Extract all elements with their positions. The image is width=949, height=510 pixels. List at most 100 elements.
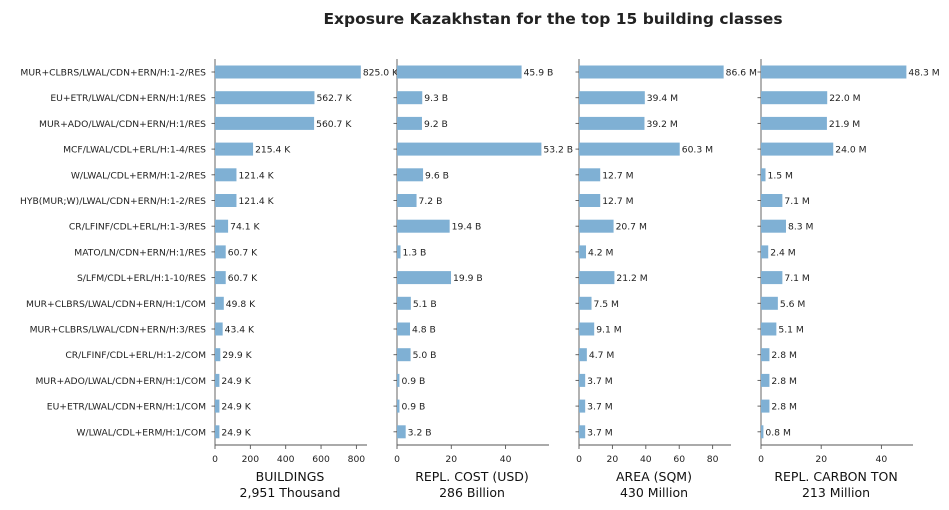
bar-value-label: 74.1 K [230, 222, 260, 233]
bar-value-label: 24.9 K [221, 402, 251, 413]
bar [579, 168, 601, 182]
bar [397, 322, 411, 336]
bar-value-label: 9.3 B [424, 93, 448, 104]
bar-value-label: 7.5 M [594, 299, 620, 310]
bar-value-label: 4.7 M [589, 350, 615, 361]
bar-value-label: 2.4 M [770, 247, 796, 258]
bar [761, 322, 777, 336]
bar-value-label: 24.9 K [221, 376, 251, 387]
bar-value-label: 48.3 M [908, 68, 939, 79]
bar [579, 194, 601, 207]
chart-title: Exposure Kazakhstan for the top 15 build… [323, 10, 782, 28]
bar [215, 168, 237, 182]
category-label: W/LWAL/CDL+ERM/H:1/COM [76, 427, 206, 438]
bar-value-label: 9.6 B [425, 170, 449, 181]
bar-value-label: 19.4 B [452, 222, 482, 233]
bar [579, 142, 680, 156]
bar-value-label: 3.7 M [587, 402, 613, 413]
bar-value-label: 12.7 M [602, 196, 633, 207]
category-label: MUR+ADO/LWAL/CDN+ERN/H:1/COM [35, 376, 206, 387]
bar [397, 168, 424, 182]
bar [397, 348, 411, 362]
panel-total: 213 Million [802, 485, 870, 500]
bar [579, 373, 586, 387]
bar [579, 399, 586, 413]
bar [397, 142, 542, 156]
bar [215, 65, 361, 79]
panels: MUR+CLBRS/LWAL/CDN+ERN/H:1-2/RES EU+ETR/L… [20, 59, 940, 500]
bar [215, 425, 220, 439]
panel-3: 86.6 M 39.4 M 39.2 M 60.3 M 12.7 M 12.7 M 20.7… [575, 59, 757, 500]
bar-value-label: 12.7 M [602, 170, 633, 181]
bar [761, 271, 783, 285]
bar [215, 271, 226, 285]
bar [579, 116, 645, 130]
bar-value-label: 39.4 M [647, 93, 678, 104]
x-tick-label: 0 [212, 454, 218, 465]
bar [397, 373, 400, 387]
bar [761, 65, 907, 79]
bar-value-label: 0.9 B [401, 376, 425, 387]
bar [579, 65, 724, 79]
x-tick-label: 60 [673, 454, 685, 465]
bar [397, 219, 450, 233]
bar-value-label: 86.6 M [726, 68, 757, 79]
bar [579, 296, 592, 310]
category-label: MUR+CLBRS/LWAL/CDN+ERN/H:1/COM [26, 299, 206, 310]
x-axis-label: REPL. COST (USD) [415, 469, 529, 484]
bar [579, 425, 586, 439]
x-tick-label: 800 [348, 454, 366, 465]
bar [579, 219, 614, 233]
bar [215, 116, 315, 130]
bar [397, 194, 417, 207]
bar [397, 425, 406, 439]
bar-value-label: 121.4 K [238, 170, 274, 181]
bar [397, 116, 422, 130]
bar-value-label: 7.1 M [784, 196, 810, 207]
bar [761, 399, 770, 413]
bar-value-label: 19.9 B [453, 273, 483, 284]
x-axis-label: BUILDINGS [256, 469, 325, 484]
bar [215, 296, 224, 310]
bar-value-label: 0.8 M [765, 427, 791, 438]
x-axis-label: REPL. CARBON TON [774, 469, 897, 484]
bar-value-label: 7.1 M [784, 273, 810, 284]
x-tick-label: 400 [277, 454, 295, 465]
bar-value-label: 20.7 M [616, 222, 647, 233]
bar-value-label: 5.1 M [778, 325, 804, 336]
bar-value-label: 4.2 M [588, 247, 614, 258]
bar-value-label: 121.4 K [238, 196, 274, 207]
panel-total: 286 Billion [439, 485, 505, 500]
bar-value-label: 43.4 K [225, 325, 255, 336]
bar-value-label: 2.8 M [771, 376, 797, 387]
bar-value-label: 2.8 M [771, 402, 797, 413]
bar [215, 219, 229, 233]
bar [761, 194, 783, 207]
category-label: CR/LFINF/CDL+ERL/H:1-2/COM [65, 350, 206, 361]
bar [761, 116, 827, 130]
bar-value-label: 3.7 M [587, 376, 613, 387]
category-label: MUR+CLBRS/LWAL/CDN+ERN/H:1-2/RES [20, 68, 206, 79]
bar-value-label: 45.9 B [524, 68, 554, 79]
panel-total: 2,951 Thousand [240, 485, 341, 500]
category-label: MUR+CLBRS/LWAL/CDN+ERN/H:3/RES [30, 325, 207, 336]
x-tick-label: 40 [876, 454, 888, 465]
bar-value-label: 53.2 B [543, 145, 573, 156]
bar [761, 348, 770, 362]
panel-2: 45.9 B 9.3 B 9.2 B 53.2 B 9.6 B 7.2 B 19.4 B 1.… [393, 59, 573, 500]
bar-value-label: 5.6 M [780, 299, 806, 310]
bar [761, 425, 764, 439]
bar [579, 271, 615, 285]
x-tick-label: 40 [500, 454, 512, 465]
category-label: MCF/LWAL/CDL+ERL/H:1-4/RES [63, 145, 206, 156]
bar [397, 399, 400, 413]
x-tick-label: 200 [242, 454, 260, 465]
bar-value-label: 0.9 B [401, 402, 425, 413]
bar-value-label: 215.4 K [255, 145, 291, 156]
bar-value-label: 9.1 M [596, 325, 622, 336]
bar [761, 142, 834, 156]
x-tick-label: 0 [758, 454, 764, 465]
category-label: S/LFM/CDL+ERL/H:1-10/RES [77, 273, 206, 284]
category-label: MUR+ADO/LWAL/CDN+ERN/H:1/RES [39, 119, 206, 130]
